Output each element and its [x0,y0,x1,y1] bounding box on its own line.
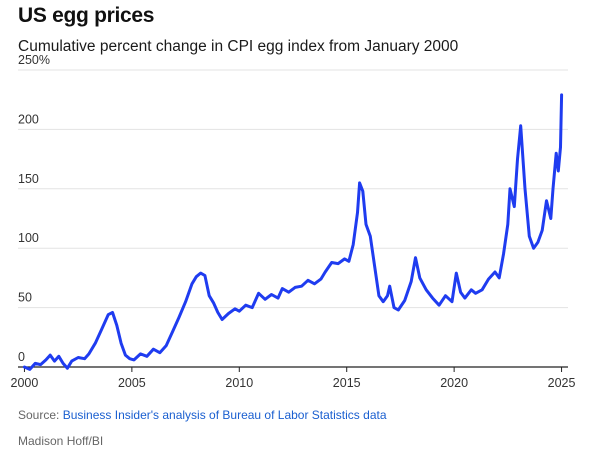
source-note: Source: Business Insider's analysis of B… [18,408,387,422]
y-tick-label: 250% [18,53,50,67]
y-tick-label: 100 [18,231,39,245]
chart-title: US egg prices [18,4,155,27]
y-tick-label: 150 [18,172,39,186]
x-tick-label: 2025 [548,376,576,390]
source-link[interactable]: Business Insider's analysis of Bureau of… [62,408,387,422]
x-tick-label: 2000 [11,376,39,390]
tick-labels: 0 50 100 150 200 250% 2000 2005 2010 2015 2020 2025 [11,53,576,390]
gridlines [18,69,568,309]
source-prefix: Source: [18,408,63,422]
axes [18,366,568,372]
x-tick-label: 2020 [440,376,468,390]
y-tick-label: 0 [18,350,25,364]
chart-subtitle: Cumulative percent change in CPI egg ind… [18,38,459,55]
x-tick-label: 2015 [333,376,361,390]
y-tick-label: 200 [18,112,39,126]
x-tick-label: 2005 [118,376,146,390]
y-tick-label: 50 [18,291,32,305]
author-credit: Madison Hoff/BI [18,434,104,448]
series-lines [22,93,564,371]
series-line-0 [22,93,564,371]
x-tick-label: 2010 [225,376,253,390]
